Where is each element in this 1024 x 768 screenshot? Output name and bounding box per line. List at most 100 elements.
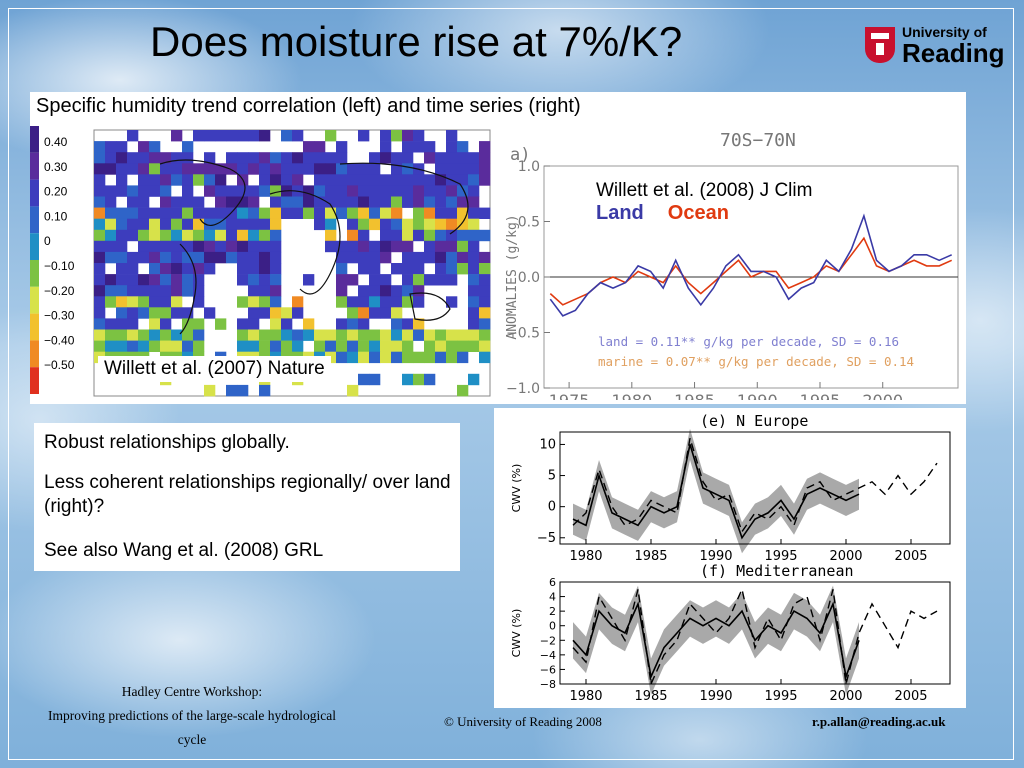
map-cell bbox=[468, 251, 480, 264]
map-cell bbox=[336, 274, 348, 286]
map-cell bbox=[105, 251, 117, 264]
map-cell bbox=[149, 296, 161, 308]
map-cell bbox=[424, 196, 436, 208]
map-cell bbox=[171, 163, 183, 175]
map-cell bbox=[259, 218, 271, 231]
map-cell bbox=[369, 152, 381, 164]
map-cell bbox=[171, 218, 183, 231]
map-cell bbox=[193, 263, 205, 275]
map-cell bbox=[94, 141, 106, 153]
trend-map-figure: 0.40 0.30 0.20 0.10 0 −0.10 −0.20 −0.30 −0.40 −0.… bbox=[30, 124, 492, 400]
map-cell bbox=[138, 307, 150, 319]
map-cell bbox=[391, 263, 403, 275]
map-cell bbox=[347, 329, 359, 341]
map-cell bbox=[215, 207, 227, 219]
map-cell bbox=[468, 218, 480, 231]
map-cell bbox=[325, 229, 337, 242]
map-cell bbox=[435, 196, 447, 208]
map-cell bbox=[446, 263, 458, 275]
map-cell bbox=[171, 285, 183, 297]
map-cell bbox=[413, 174, 425, 186]
map-cell bbox=[94, 274, 106, 286]
map-cell bbox=[347, 296, 359, 308]
map-cell bbox=[347, 307, 359, 319]
map-cell bbox=[479, 141, 491, 153]
map-cell bbox=[226, 240, 238, 253]
x-tick-label: 2000 bbox=[829, 549, 862, 564]
map-cell bbox=[347, 384, 359, 397]
footer-email[interactable]: r.p.allan@reading.ac.uk bbox=[812, 714, 946, 729]
map-cell bbox=[347, 207, 359, 219]
map-cell bbox=[380, 285, 392, 297]
map-cell bbox=[204, 229, 216, 242]
map-cell bbox=[171, 229, 183, 242]
map-cell bbox=[479, 263, 491, 275]
map-cell bbox=[358, 340, 370, 352]
spread-band bbox=[573, 585, 859, 695]
map-cell bbox=[116, 318, 128, 330]
map-cell bbox=[446, 207, 458, 219]
map-cell bbox=[347, 240, 359, 253]
map-cell bbox=[413, 196, 425, 208]
map-cell bbox=[413, 329, 425, 341]
map-cell bbox=[105, 196, 117, 208]
map-cell bbox=[468, 340, 480, 352]
map-cell bbox=[358, 307, 370, 319]
map-cell bbox=[369, 373, 381, 386]
map-cell bbox=[149, 263, 161, 275]
map-cell bbox=[435, 185, 447, 197]
y-tick-label: 10 bbox=[539, 437, 556, 452]
map-cell bbox=[424, 240, 436, 253]
map-cell bbox=[402, 152, 414, 164]
map-cell bbox=[468, 174, 480, 186]
map-cell bbox=[182, 251, 194, 264]
map-cell bbox=[380, 340, 392, 352]
map-cell bbox=[215, 318, 227, 330]
map-cell bbox=[149, 329, 161, 341]
map-cell bbox=[402, 263, 414, 275]
map-cell bbox=[325, 174, 337, 186]
map-cell bbox=[182, 240, 194, 253]
map-cell bbox=[270, 196, 282, 208]
map-cell bbox=[479, 274, 491, 286]
map-cell bbox=[347, 274, 359, 286]
map-cell bbox=[391, 185, 403, 197]
slide-title: Does moisture rise at 7%/K? bbox=[150, 18, 683, 65]
map-cell bbox=[248, 218, 260, 231]
map-cell bbox=[248, 285, 260, 297]
map-cell bbox=[435, 240, 447, 253]
map-cell bbox=[270, 296, 282, 308]
stats-land: land = 0.11** g/kg per decade, SD = 0.16 bbox=[598, 334, 899, 349]
map-cell bbox=[479, 174, 491, 186]
map-cell bbox=[457, 229, 469, 242]
map-cell bbox=[149, 251, 161, 264]
map-cell bbox=[193, 207, 205, 219]
map-cell bbox=[479, 318, 491, 330]
series-ocean-line bbox=[549, 236, 953, 306]
map-cell bbox=[270, 318, 282, 330]
map-cell bbox=[94, 263, 106, 275]
map-cell bbox=[314, 207, 326, 219]
y-tick-label: 0 bbox=[549, 620, 556, 633]
map-cell bbox=[193, 240, 205, 253]
map-cell bbox=[303, 185, 315, 197]
map-cell bbox=[237, 296, 249, 308]
map-cell bbox=[204, 263, 216, 275]
series-line bbox=[572, 444, 860, 540]
y-tick-label: 6 bbox=[549, 576, 556, 589]
map-cell bbox=[226, 185, 238, 197]
map-cell bbox=[259, 329, 271, 341]
map-cell bbox=[336, 185, 348, 197]
map-cell bbox=[380, 207, 392, 219]
colorbar-swatch bbox=[30, 206, 39, 234]
x-tick-label: 2005 bbox=[894, 689, 927, 704]
map-cell bbox=[138, 229, 150, 242]
map-cell bbox=[479, 163, 491, 175]
map-cell bbox=[171, 263, 183, 275]
x-tick-label: 1980 bbox=[611, 391, 652, 400]
map-cell bbox=[336, 141, 348, 153]
map-cell bbox=[292, 130, 304, 142]
map-cell bbox=[402, 185, 414, 197]
map-cell bbox=[105, 218, 117, 231]
map-cell bbox=[160, 152, 172, 164]
